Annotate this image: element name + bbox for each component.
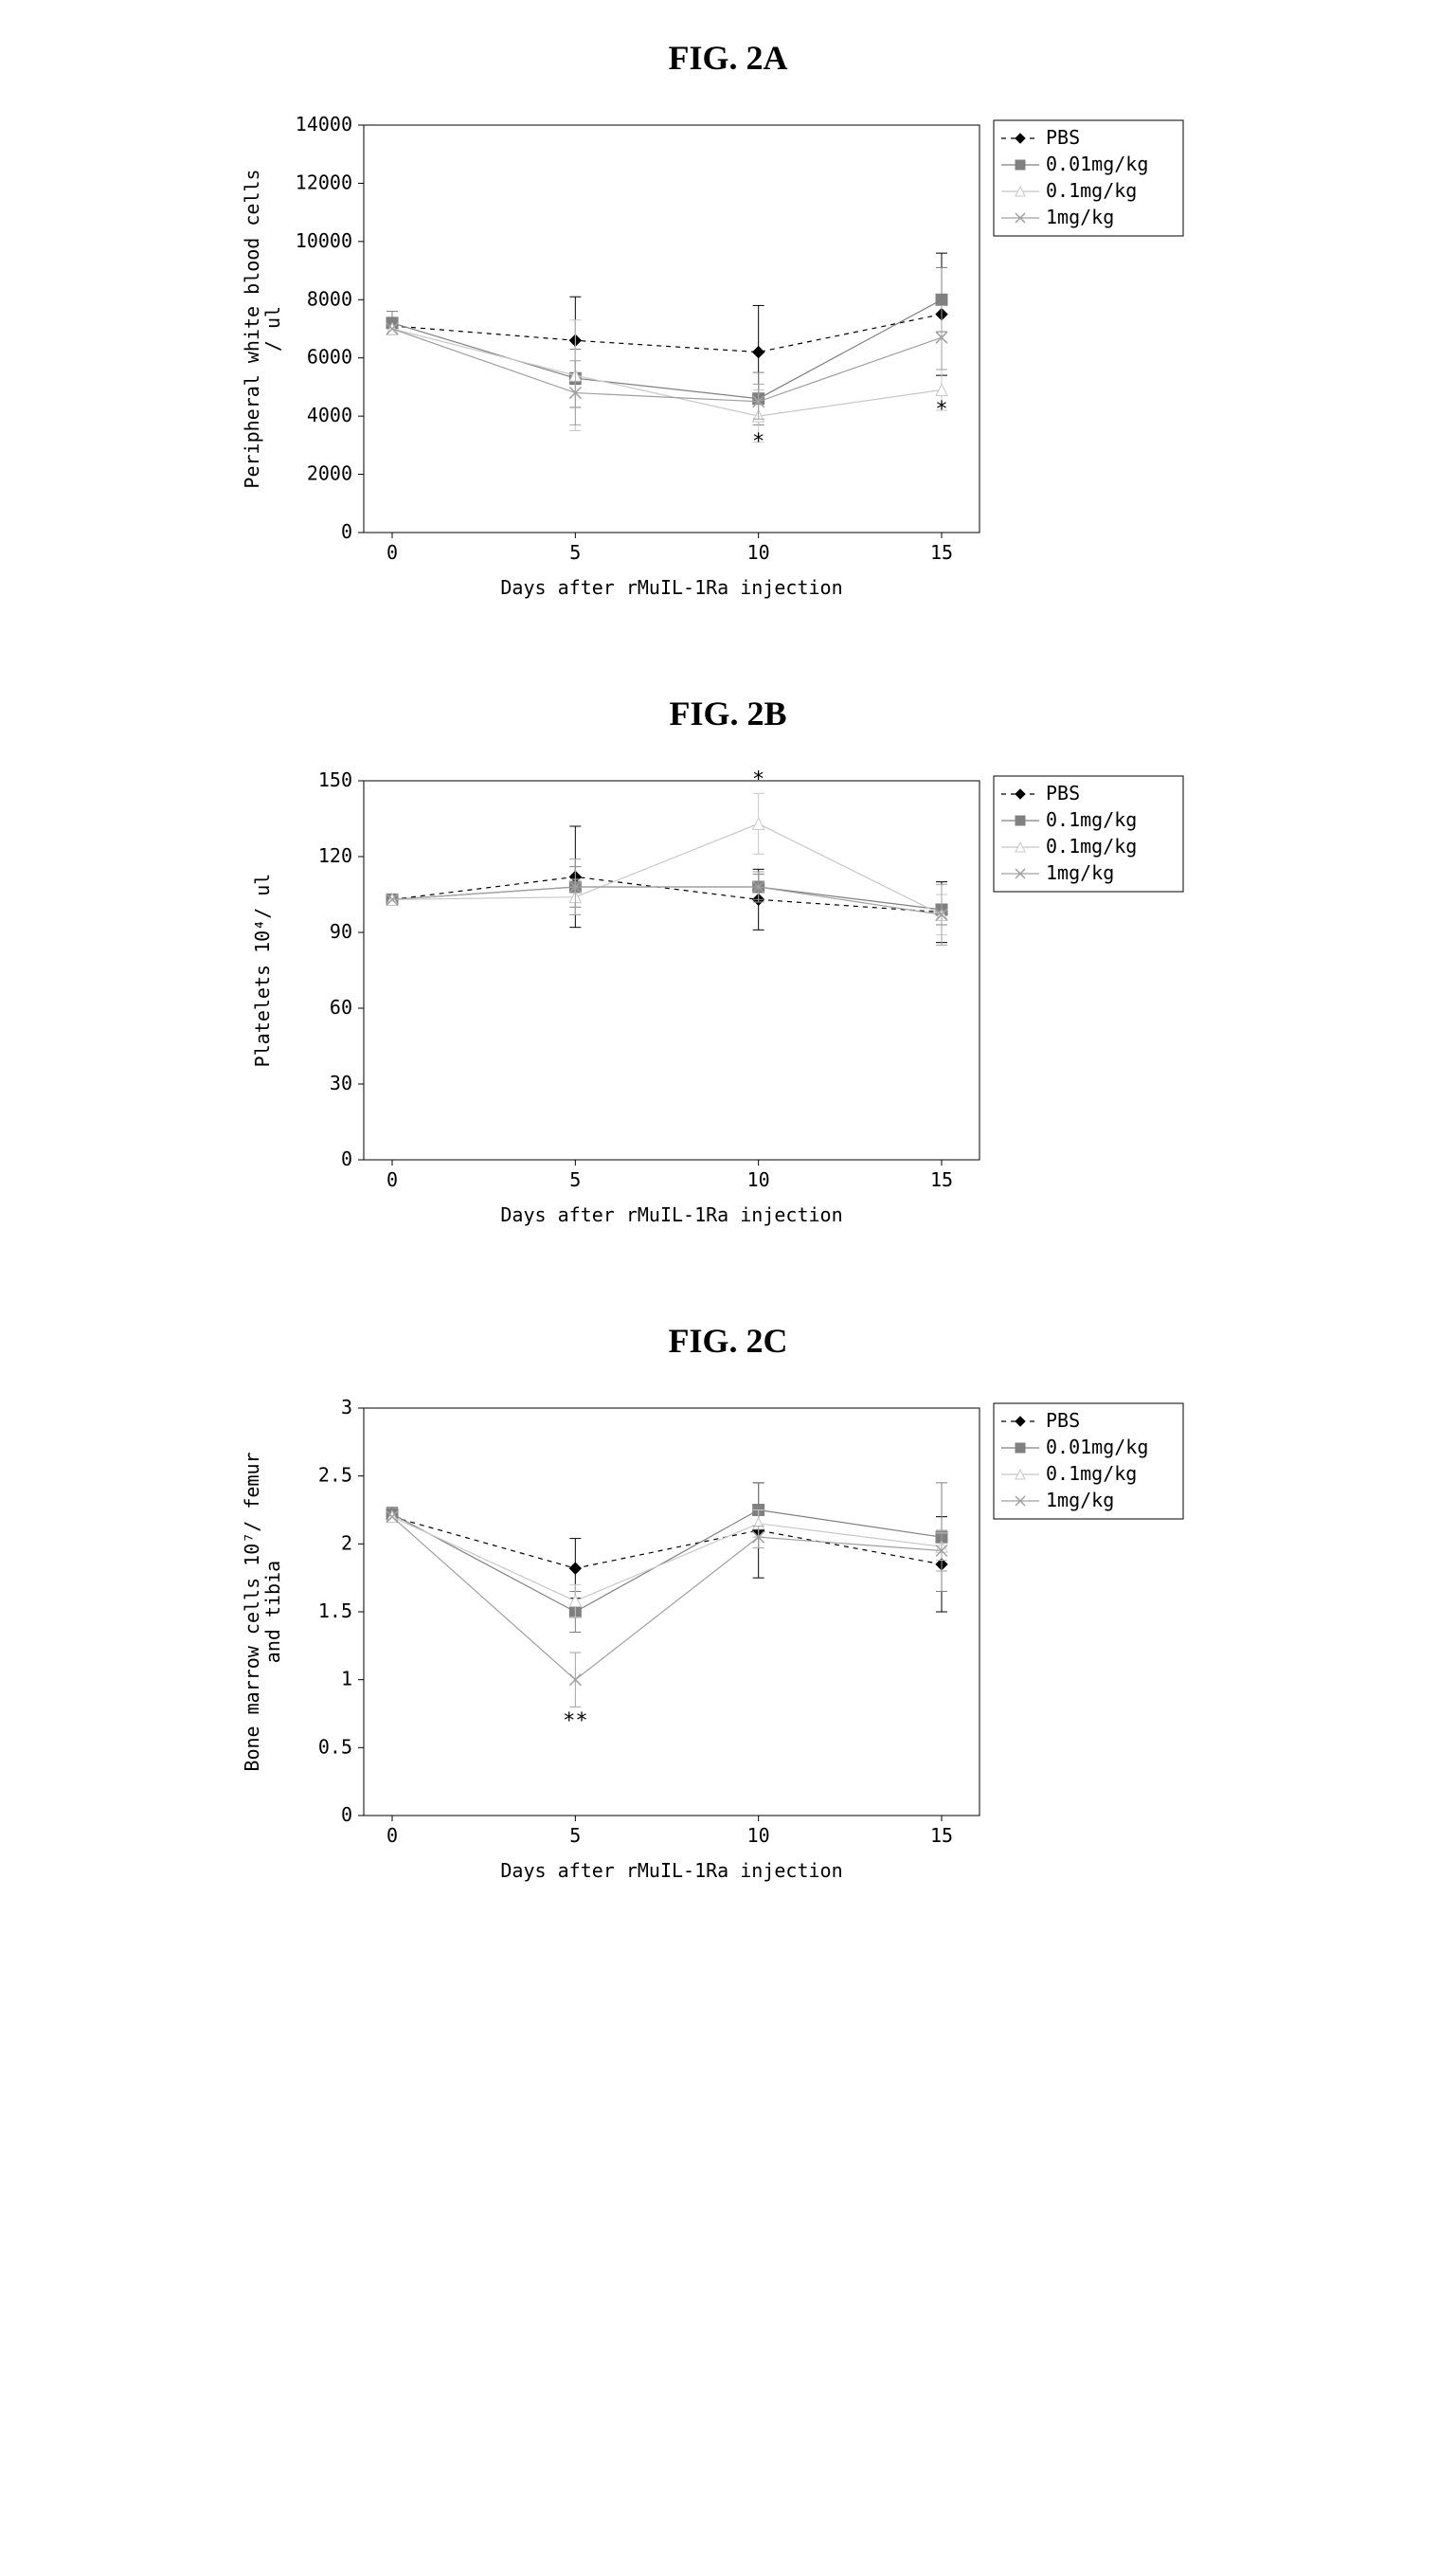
chart-A: 0 2000 4000 6000 8000 10000 12000 14000 0 5 10 15 * *… (241, 106, 1216, 618)
legend-label: PBS (1046, 126, 1080, 149)
x-tick-label: 10 (746, 1824, 769, 1847)
y-tick-label: 120 (317, 844, 351, 867)
series-line-2 (392, 823, 942, 914)
x-tick-label: 15 (929, 1824, 952, 1847)
x-tick-label: 5 (569, 1824, 581, 1847)
y-axis-label: / ul (261, 306, 284, 352)
x-axis-label: Days after rMuIL-1Ra injection (500, 1859, 842, 1882)
y-tick-label: 4000 (306, 404, 351, 426)
x-tick-label: 15 (929, 541, 952, 564)
y-tick-label: 14000 (295, 113, 351, 136)
legend-label: PBS (1046, 1409, 1080, 1432)
legend-label: 0.1mg/kg (1046, 179, 1137, 202)
figure-title: FIG. 2A (669, 38, 788, 78)
y-axis-label: and tibia (261, 1561, 284, 1663)
x-axis-label: Days after rMuIL-1Ra injection (500, 576, 842, 599)
y-tick-label: 6000 (306, 346, 351, 369)
x-tick-label: 5 (569, 1168, 581, 1191)
y-tick-label: 90 (329, 920, 351, 943)
x-axis-label: Days after rMuIL-1Ra injection (500, 1203, 842, 1226)
series-line-1 (392, 1510, 942, 1613)
x-tick-label: 0 (386, 541, 397, 564)
series-line-3 (392, 1517, 942, 1680)
y-tick-label: 2 (340, 1531, 351, 1554)
y-tick-label: 12000 (295, 171, 351, 193)
legend-label: PBS (1046, 782, 1080, 804)
series-line-0 (392, 876, 942, 912)
figure-title: FIG. 2C (669, 1321, 788, 1361)
y-axis-label: Bone marrow cells 10⁷/ femur (241, 1452, 263, 1771)
chart-B: 0 30 60 90 120 150 0 5 10 15 * Platelets 10⁴/ ul Day… (241, 762, 1216, 1245)
annotation: * (752, 768, 764, 791)
chart-wrap: 0 2000 4000 6000 8000 10000 12000 14000 0 5 10 15 * *… (241, 106, 1216, 618)
x-tick-label: 0 (386, 1168, 397, 1191)
y-tick-label: 1 (340, 1668, 351, 1690)
x-tick-label: 15 (929, 1168, 952, 1191)
series-line-3 (392, 329, 942, 402)
y-tick-label: 0 (340, 1803, 351, 1826)
plot-border (364, 1408, 980, 1816)
legend-label: 0.01mg/kg (1046, 153, 1148, 175)
x-tick-label: 0 (386, 1824, 397, 1847)
y-tick-label: 1.5 (317, 1599, 351, 1622)
y-tick-label: 10000 (295, 229, 351, 252)
legend-label: 1mg/kg (1046, 206, 1114, 228)
chart-C: 0 0.5 1 1.5 2 2.5 3 0 5 10 15 ** Bone marrow cells 1… (241, 1389, 1216, 1901)
y-tick-label: 0 (340, 1147, 351, 1170)
y-tick-label: 2000 (306, 462, 351, 485)
annotation: * (752, 430, 764, 454)
x-tick-label: 5 (569, 541, 581, 564)
x-tick-label: 10 (746, 1168, 769, 1191)
annotation: * (935, 398, 947, 422)
legend-label: 1mg/kg (1046, 1489, 1114, 1511)
y-axis-label: Platelets 10⁴/ ul (251, 874, 274, 1068)
legend-label: 0.1mg/kg (1046, 808, 1137, 831)
y-tick-label: 0 (340, 520, 351, 543)
y-tick-label: 0.5 (317, 1735, 351, 1758)
series-line-3 (392, 887, 942, 914)
figure-block-B: FIG. 2B 0 30 60 90 120 150 0 5 10 15 * Platelets 10⁴… (241, 694, 1216, 1245)
y-tick-label: 30 (329, 1072, 351, 1094)
figure-block-A: FIG. 2A020004000600080001000012000140000… (241, 38, 1216, 618)
series-line-2 (392, 329, 942, 416)
series-line-2 (392, 1517, 942, 1601)
figure-title: FIG. 2B (669, 694, 786, 733)
y-tick-label: 2.5 (317, 1464, 351, 1487)
legend-label: 0.1mg/kg (1046, 1462, 1137, 1485)
y-axis-label: Peripheral white blood cells (241, 169, 263, 488)
legend-label: 0.1mg/kg (1046, 835, 1137, 858)
y-tick-label: 8000 (306, 287, 351, 310)
y-tick-label: 3 (340, 1396, 351, 1419)
y-tick-label: 60 (329, 996, 351, 1019)
legend-label: 0.01mg/kg (1046, 1436, 1148, 1458)
series-line-0 (392, 315, 942, 352)
chart-wrap: 0 0.5 1 1.5 2 2.5 3 0 5 10 15 ** Bone marrow cells 1… (241, 1389, 1216, 1901)
chart-wrap: 0 30 60 90 120 150 0 5 10 15 * Platelets 10⁴/ ul Day… (241, 762, 1216, 1245)
x-tick-label: 10 (746, 541, 769, 564)
figure-block-C: FIG. 2C 0 0.5 1 1.5 2 2.5 3 0 5 10 15 ** Bone marrow … (241, 1321, 1216, 1901)
legend-label: 1mg/kg (1046, 861, 1114, 884)
y-tick-label: 150 (317, 768, 351, 791)
plot-border (364, 781, 980, 1160)
annotation: ** (563, 1709, 588, 1733)
